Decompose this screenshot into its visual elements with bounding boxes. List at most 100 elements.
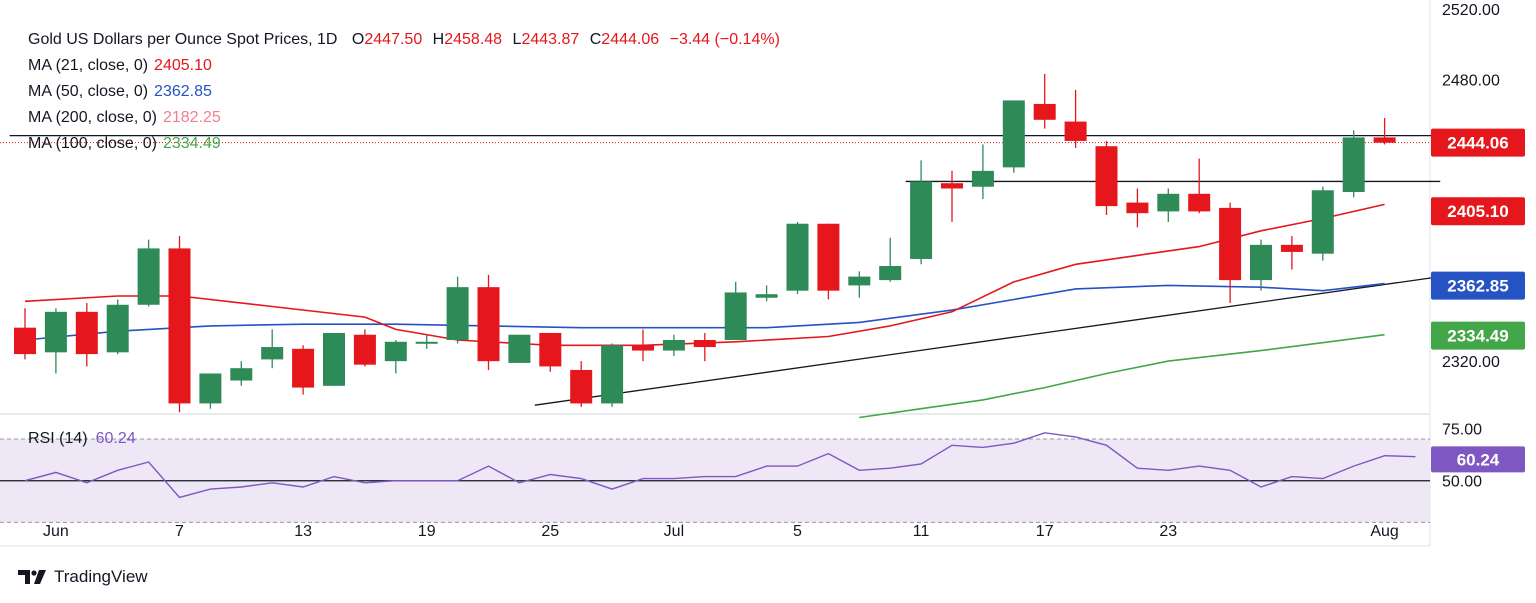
candle (14, 308, 36, 360)
candle (1064, 89, 1087, 148)
candle (662, 334, 685, 356)
candle-body (384, 341, 407, 362)
candle (910, 160, 933, 265)
change-value: −3.44 (−0.14%) (669, 31, 780, 48)
candle-body (786, 223, 809, 291)
ma100-label: MA (100, close, 0) (28, 135, 157, 152)
price-tag-label: 2334.49 (1447, 327, 1508, 346)
candle-body (44, 311, 67, 353)
candle-body (353, 334, 376, 365)
trendlines (0, 135, 1441, 406)
candle (601, 343, 624, 407)
candle-body (1095, 146, 1118, 207)
price-tags: 2444.06 2405.10 2362.85 2334.49 60.24 (1431, 128, 1525, 473)
price-tag-label: 2405.10 (1447, 202, 1508, 221)
candle (384, 340, 407, 374)
symbol-title: Gold US Dollars per Ounce Spot Prices, 1… (28, 31, 338, 48)
candle-body (1219, 207, 1242, 281)
high-label: H (432, 31, 445, 48)
price-tag: 2362.85 (1431, 271, 1525, 300)
candle-body (1280, 244, 1303, 252)
high-value: 2458.48 (444, 31, 503, 48)
candle (1219, 202, 1242, 304)
legend-ma200[interactable]: MA (200, close, 0) 2182.25 (28, 108, 221, 128)
price-tag-bg (1431, 321, 1525, 350)
candle (106, 299, 129, 355)
ma50-label: MA (50, close, 0) (28, 83, 149, 100)
candle (1342, 130, 1365, 198)
candle (1095, 140, 1118, 215)
ma50-value: 2362.85 (154, 83, 212, 100)
open-value: 2447.50 (364, 31, 423, 48)
candle (137, 239, 160, 307)
legend-ma100[interactable]: MA (100, close, 0) 2334.49 (28, 134, 221, 154)
candle-body (106, 304, 129, 353)
low-value: 2443.87 (521, 31, 580, 48)
candle (230, 361, 253, 386)
candle-body (323, 332, 345, 386)
ma100-line (859, 333, 1385, 419)
tradingview-logo-icon (18, 570, 46, 584)
ma100-value: 2334.49 (162, 135, 221, 152)
rsi-tag-label: 60.24 (1457, 450, 1500, 469)
candle-body (230, 368, 253, 381)
candle-body (1188, 193, 1211, 212)
candle-body (1126, 202, 1149, 214)
candle-body (817, 223, 840, 291)
candle-body (1342, 137, 1365, 193)
price-tag-label: 2362.85 (1447, 277, 1508, 296)
time-tick-label: 5 (793, 523, 802, 540)
candle (1157, 188, 1180, 222)
candle-body (261, 347, 284, 360)
moving-averages (24, 203, 1385, 419)
price-tag-bg (1431, 271, 1525, 300)
candle-body (1373, 137, 1396, 143)
price-tick-label: 2320.00 (1442, 354, 1500, 371)
close-value: 2444.06 (601, 31, 660, 48)
legend-ma21[interactable]: MA (21, close, 0) 2405.10 (28, 56, 212, 76)
legend-ma50[interactable]: MA (50, close, 0) 2362.85 (28, 82, 212, 102)
rsi-band (0, 438, 1430, 523)
rsi-tag: 60.24 (1431, 446, 1525, 473)
candle-body (724, 292, 747, 341)
candle-body (292, 348, 315, 388)
candle (199, 373, 222, 409)
candle (1033, 73, 1056, 129)
candle-body (1157, 193, 1180, 212)
candle (1002, 100, 1025, 173)
candle-body (941, 183, 963, 189)
candle-body (75, 311, 98, 355)
legend-rsi[interactable]: RSI (14) 60.24 (28, 430, 136, 448)
time-axis: Jun 7 13 19 25 Jul 5 11 17 23 Aug (43, 523, 1399, 540)
candle-body (971, 170, 994, 187)
price-tag-bg (1431, 197, 1525, 226)
candle-body (1311, 190, 1334, 254)
candle-body (168, 248, 191, 404)
candle (44, 308, 67, 374)
rsi-tick-label: 75.00 (1442, 422, 1482, 439)
tradingview-logo[interactable]: TradingView (18, 567, 148, 587)
time-tick-label: 25 (541, 523, 559, 540)
candle-body (14, 327, 36, 355)
candle (261, 329, 284, 369)
candle (1311, 186, 1334, 261)
time-tick-label: 13 (294, 523, 312, 540)
candle (1250, 239, 1272, 291)
candle-body (632, 345, 654, 351)
ma200-label: MA (200, close, 0) (28, 109, 157, 126)
candle (446, 276, 469, 344)
rsi-label: RSI (14) (28, 430, 88, 447)
candle-body (539, 332, 562, 367)
price-tag: 2405.10 (1431, 197, 1525, 226)
price-tag-label: 2444.06 (1447, 134, 1508, 153)
close-label: C (589, 31, 602, 48)
rsi-tag-bg (1431, 446, 1525, 473)
price-tag: 2334.49 (1431, 321, 1525, 350)
candle-body (662, 340, 685, 351)
candle (323, 332, 345, 386)
candle (477, 274, 500, 370)
candle (415, 334, 438, 349)
time-tick-label: 11 (913, 523, 930, 540)
candle (539, 332, 562, 372)
